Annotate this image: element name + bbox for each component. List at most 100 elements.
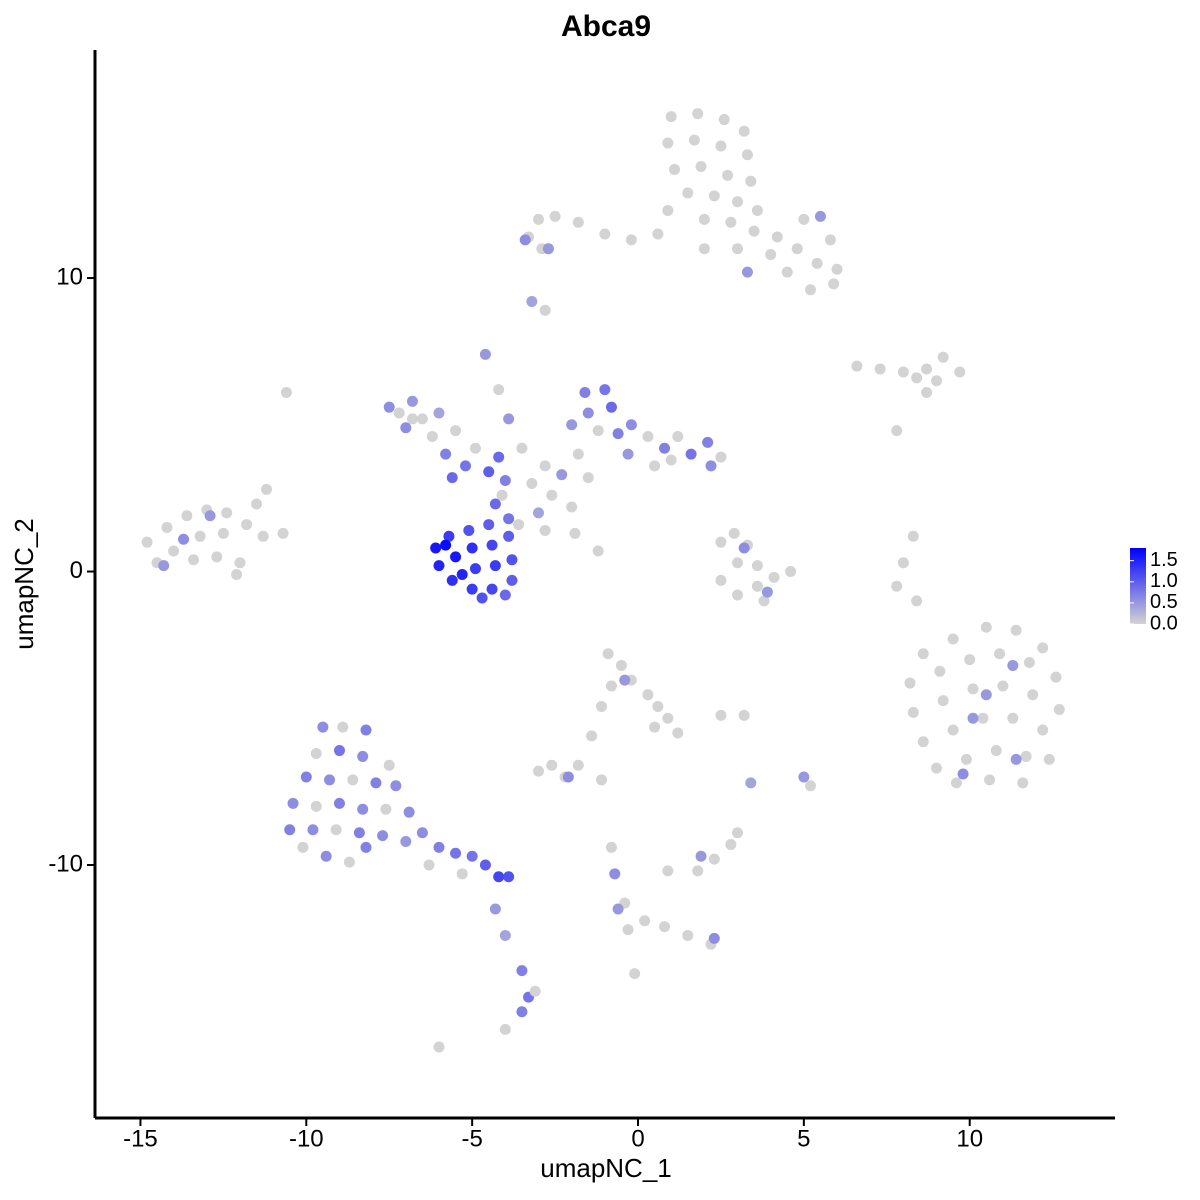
point xyxy=(692,865,704,877)
point xyxy=(659,442,671,454)
color-tick-label: 1.0 xyxy=(1150,570,1178,592)
point xyxy=(493,871,505,883)
point xyxy=(977,712,989,724)
point xyxy=(466,542,478,554)
point xyxy=(357,803,369,815)
point xyxy=(980,689,992,701)
point xyxy=(921,386,933,398)
point xyxy=(400,836,412,848)
point xyxy=(725,838,737,850)
point xyxy=(768,571,780,583)
y-axis-label: umapNC_2 xyxy=(9,518,39,650)
point xyxy=(284,824,296,836)
point xyxy=(745,777,757,789)
point xyxy=(741,149,753,161)
point xyxy=(602,648,614,660)
point xyxy=(592,545,604,557)
point xyxy=(532,213,544,225)
point xyxy=(715,574,727,586)
point xyxy=(907,530,919,542)
point xyxy=(659,921,671,933)
point xyxy=(688,134,700,146)
point xyxy=(954,366,966,378)
point xyxy=(702,436,714,448)
point xyxy=(393,407,405,419)
point xyxy=(741,266,753,278)
point xyxy=(904,677,916,689)
point xyxy=(672,431,684,443)
point xyxy=(353,827,365,839)
point xyxy=(141,536,153,548)
point xyxy=(1023,657,1035,669)
point xyxy=(211,551,223,563)
point xyxy=(596,701,608,713)
point xyxy=(967,712,979,724)
point xyxy=(450,425,462,437)
point xyxy=(347,774,359,786)
point xyxy=(380,803,392,815)
point xyxy=(307,824,319,836)
point xyxy=(668,163,680,175)
point xyxy=(333,797,345,809)
point xyxy=(572,216,584,228)
point xyxy=(489,903,501,915)
point xyxy=(622,448,634,460)
point xyxy=(181,510,193,522)
point xyxy=(957,768,969,780)
point xyxy=(569,527,581,539)
point xyxy=(423,859,435,871)
point xyxy=(708,190,720,202)
point xyxy=(622,924,634,936)
point xyxy=(1037,724,1049,736)
y-tick-label: 10 xyxy=(56,263,83,290)
color-tick-label: 1.5 xyxy=(1150,549,1178,571)
point xyxy=(251,498,263,510)
point xyxy=(320,850,332,862)
point xyxy=(718,114,730,126)
point xyxy=(562,771,574,783)
point xyxy=(771,231,783,243)
point xyxy=(526,296,538,308)
point xyxy=(579,386,591,398)
point xyxy=(446,472,458,484)
point xyxy=(204,510,216,522)
y-tick-label: 0 xyxy=(70,557,83,584)
point xyxy=(178,533,190,545)
point xyxy=(609,868,621,880)
point xyxy=(751,580,763,592)
point xyxy=(493,451,505,463)
point xyxy=(440,539,452,551)
point xyxy=(708,932,720,944)
point xyxy=(705,460,717,472)
point xyxy=(831,263,843,275)
point xyxy=(403,806,415,818)
point xyxy=(592,425,604,437)
point xyxy=(947,633,959,645)
point xyxy=(732,557,744,569)
point xyxy=(785,566,797,578)
point xyxy=(168,545,180,557)
point xyxy=(466,850,478,862)
point xyxy=(758,595,770,607)
point xyxy=(582,472,594,484)
point xyxy=(804,284,816,296)
point xyxy=(486,583,498,595)
point xyxy=(907,706,919,718)
color-tick-label: 0.5 xyxy=(1150,591,1178,613)
point xyxy=(639,915,651,927)
point xyxy=(566,419,578,431)
point xyxy=(416,827,428,839)
point xyxy=(406,395,418,407)
point xyxy=(605,680,617,692)
point xyxy=(426,431,438,443)
point xyxy=(1020,750,1032,762)
point xyxy=(357,750,369,762)
point xyxy=(161,522,173,534)
point xyxy=(479,859,491,871)
point xyxy=(317,721,329,733)
point xyxy=(586,730,598,742)
point xyxy=(383,401,395,413)
point xyxy=(486,539,498,551)
point xyxy=(310,747,322,759)
point xyxy=(503,513,515,525)
